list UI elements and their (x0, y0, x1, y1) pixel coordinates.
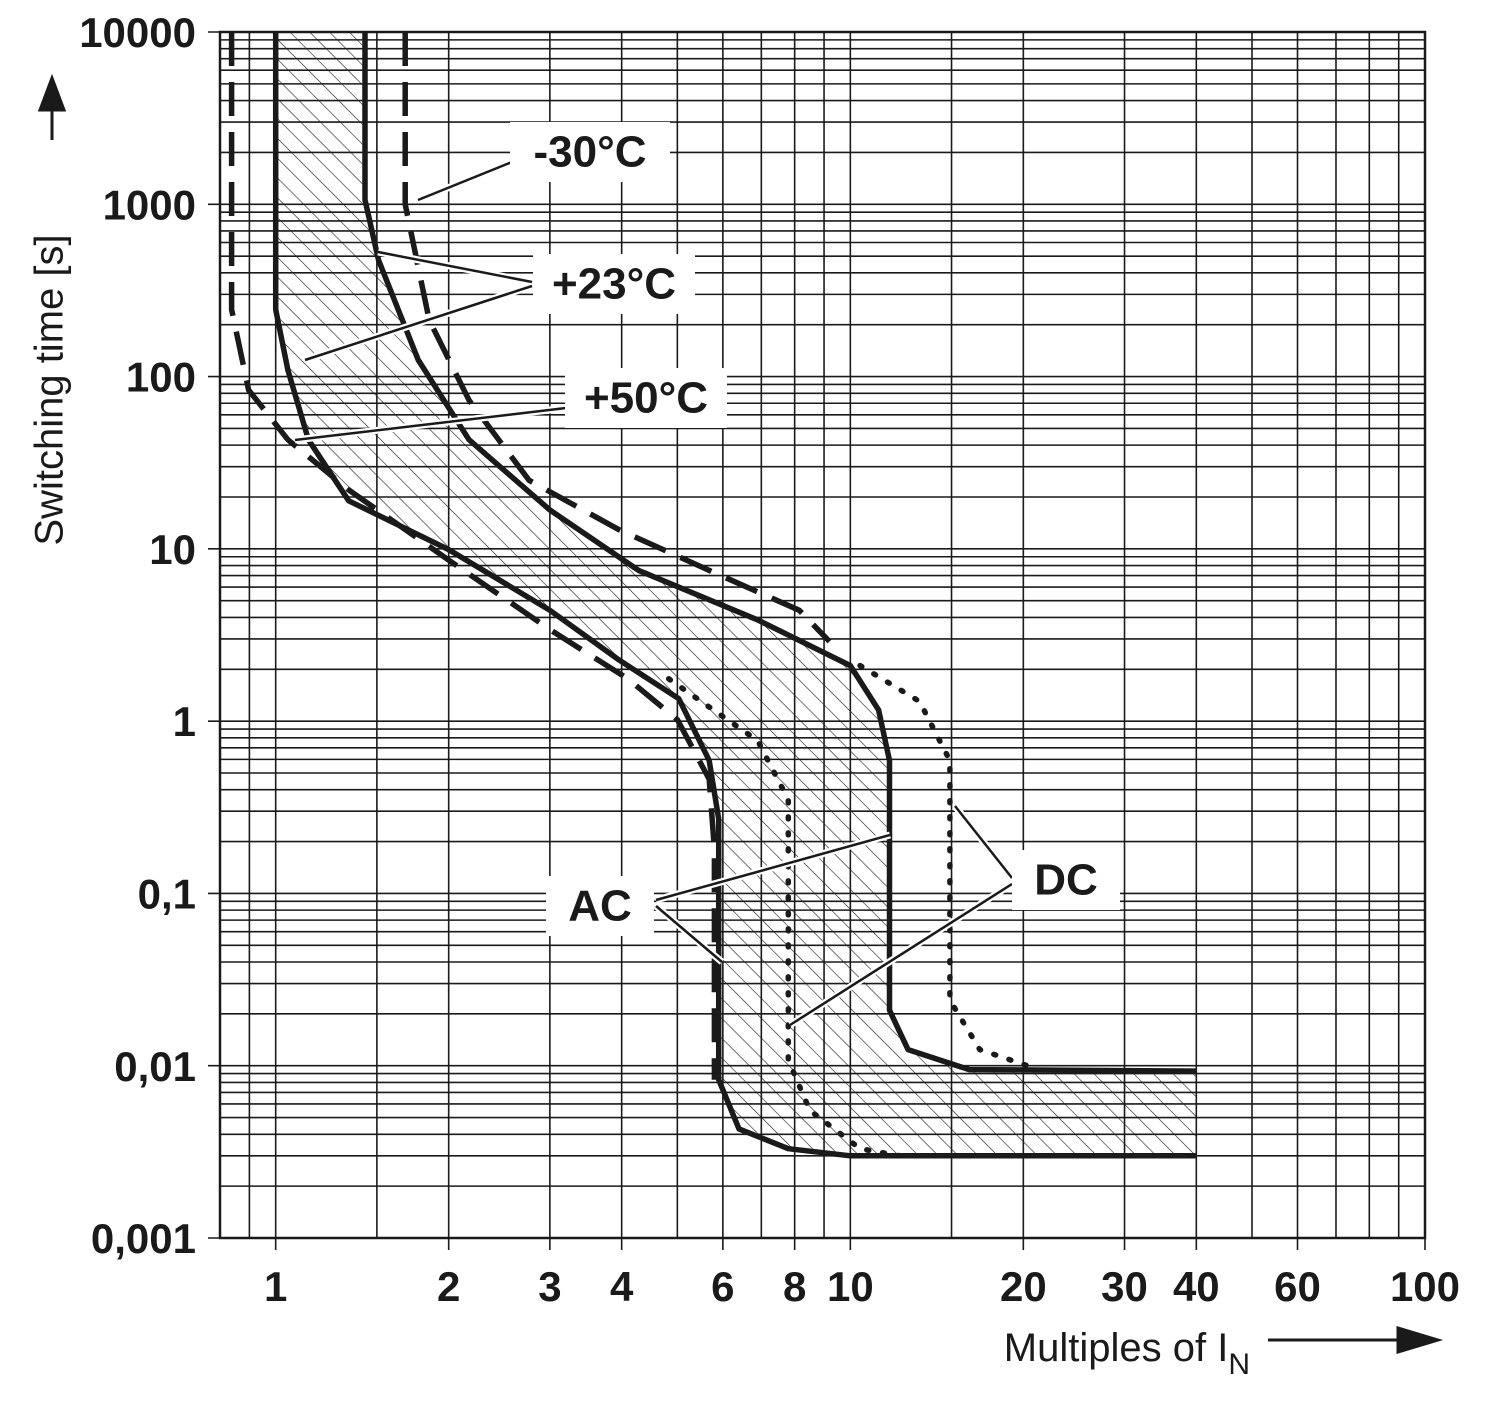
curve (272, 32, 1197, 1159)
leader-line (417, 160, 513, 202)
leader-line (377, 250, 533, 284)
x-tick-label: 40 (1173, 1263, 1220, 1310)
y-axis-label: Switching time [s] (28, 234, 72, 545)
leader-line (294, 406, 567, 442)
y-tick-label: 0,1 (138, 871, 196, 918)
x-label-sub: N (1228, 1348, 1250, 1381)
leader-line (954, 805, 1013, 879)
curve (665, 676, 903, 1159)
x-tick-label: 10 (827, 1263, 874, 1310)
curve (362, 32, 1197, 1074)
y-tick-label: 0,001 (91, 1215, 196, 1262)
annotation-box (533, 254, 695, 314)
x-tick-label: 4 (610, 1263, 634, 1310)
x-tick-label: 1 (264, 1263, 287, 1310)
annotation: +23°C (552, 260, 676, 309)
x-arrow (1268, 1325, 1444, 1355)
curve (857, 662, 1042, 1073)
x-label-text: Multiples of I (1004, 1326, 1229, 1370)
annotation: +50°C (584, 374, 708, 423)
y-tick-label: 1 (173, 698, 196, 745)
x-tick-label: 8 (783, 1263, 806, 1310)
curve (228, 32, 718, 1080)
annotation-box (1012, 850, 1120, 910)
leader-line (655, 905, 723, 963)
leader-line (655, 833, 891, 902)
leader-line (304, 284, 533, 362)
curve (402, 32, 832, 644)
y-tick-label: 10000 (79, 9, 196, 56)
annotation: -30°C (534, 128, 647, 177)
x-tick-label: 2 (437, 1263, 460, 1310)
y-arrow (37, 73, 67, 140)
y-tick-label: 1000 (103, 181, 196, 228)
annotation-box (565, 368, 727, 428)
x-tick-label: 30 (1101, 1263, 1148, 1310)
annotation-box (510, 122, 670, 182)
leader-line (789, 882, 1013, 1027)
annotation: AC (568, 882, 632, 931)
x-tick-label: 6 (711, 1263, 734, 1310)
x-tick-label: 20 (1000, 1263, 1047, 1310)
y-tick-label: 100 (126, 354, 196, 401)
x-tick-label: 60 (1274, 1263, 1321, 1310)
x-tick-label: 100 (1390, 1263, 1460, 1310)
hatched-band (275, 32, 1197, 1156)
x-tick-label: 3 (538, 1263, 561, 1310)
y-tick-label: 0,01 (114, 1043, 196, 1090)
y-tick-label: 10 (149, 526, 196, 573)
annotation-box (546, 876, 654, 936)
annotation: DC (1034, 856, 1098, 905)
x-axis-label: Multiples of IN (1004, 1326, 1250, 1381)
